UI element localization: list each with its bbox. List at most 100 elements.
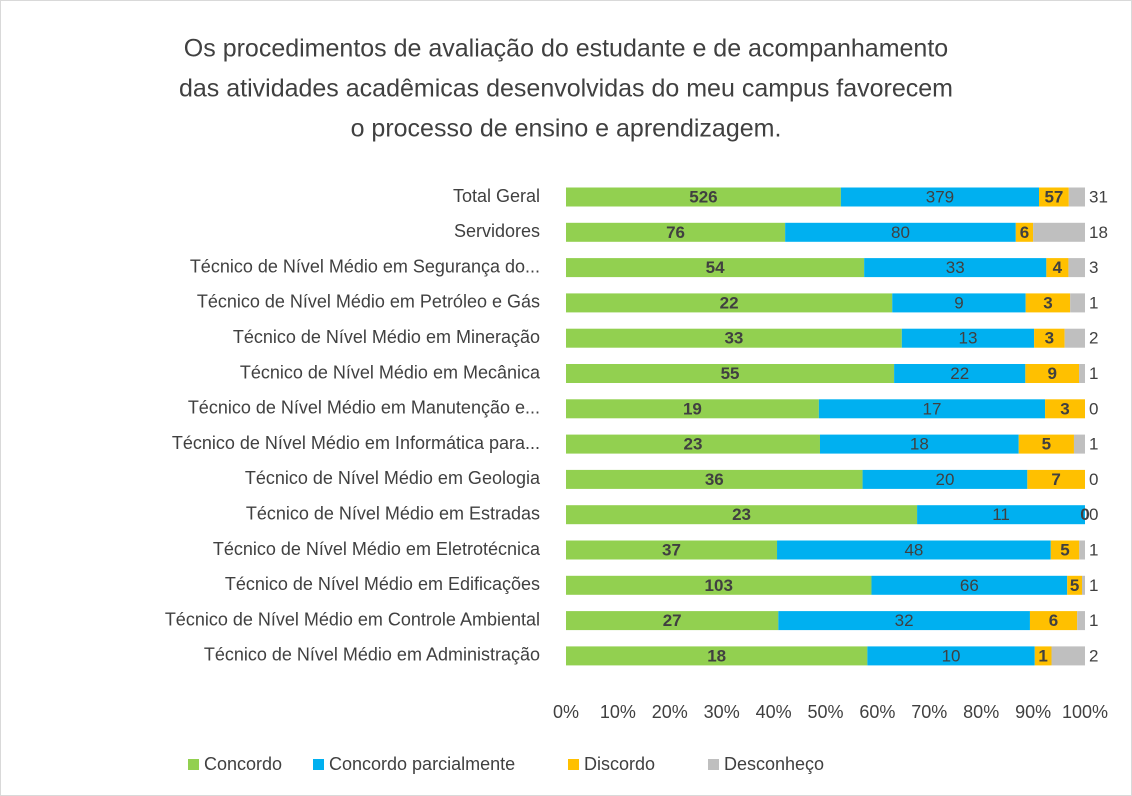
data-label: 5 bbox=[1060, 540, 1069, 559]
data-label: 33 bbox=[946, 258, 965, 277]
bar-segment bbox=[1050, 540, 1080, 560]
bar-segment bbox=[785, 222, 1016, 242]
bar-segment bbox=[1079, 540, 1085, 560]
x-tick-label: 90% bbox=[1015, 702, 1051, 722]
bar-segment bbox=[1051, 646, 1085, 666]
data-label: 10 bbox=[942, 646, 961, 665]
data-label: 2 bbox=[1089, 646, 1098, 665]
data-label: 0 bbox=[1089, 505, 1098, 524]
chart-title: o processo de ensino e aprendizagem. bbox=[351, 115, 782, 143]
x-tick-label: 20% bbox=[652, 702, 688, 722]
bar-segment bbox=[1073, 434, 1085, 454]
y-tick-label: Técnico de Nível Médio em Eletrotécnica bbox=[213, 539, 541, 559]
data-label: 18 bbox=[1089, 223, 1108, 242]
data-label: 76 bbox=[666, 223, 685, 242]
x-tick-label: 50% bbox=[807, 702, 843, 722]
bar-segment bbox=[566, 469, 863, 489]
y-tick-label: Técnico de Nível Médio em Informática pa… bbox=[172, 433, 540, 453]
data-label: 6 bbox=[1020, 223, 1029, 242]
bar-segment bbox=[1045, 399, 1085, 419]
data-label: 23 bbox=[684, 435, 703, 454]
data-label: 9 bbox=[1047, 364, 1056, 383]
bar-segment bbox=[566, 364, 895, 383]
y-tick-label: Técnico de Nível Médio em Edificações bbox=[225, 574, 540, 594]
data-label: 2 bbox=[1089, 329, 1098, 348]
data-label: 33 bbox=[724, 329, 743, 348]
data-label: 379 bbox=[926, 187, 954, 206]
data-label: 57 bbox=[1044, 187, 1063, 206]
bar-segment bbox=[819, 434, 1019, 454]
bar-segment bbox=[566, 222, 786, 242]
y-tick-label: Técnico de Nível Médio em Manutenção e..… bbox=[188, 398, 540, 418]
data-label: 22 bbox=[720, 293, 739, 312]
data-label: 23 bbox=[732, 505, 751, 524]
bar-segment bbox=[1025, 364, 1080, 383]
data-label: 66 bbox=[960, 576, 979, 595]
data-label: 0 bbox=[1080, 505, 1089, 524]
y-tick-label: Total Geral bbox=[453, 186, 540, 206]
data-label: 3 bbox=[1045, 329, 1054, 348]
x-tick-label: 10% bbox=[600, 702, 636, 722]
bar-segment bbox=[867, 646, 1035, 666]
bar-segment bbox=[566, 399, 819, 419]
bar-segment bbox=[818, 399, 1046, 419]
bar-segment bbox=[864, 258, 1047, 278]
data-label: 55 bbox=[721, 364, 740, 383]
bar-segment bbox=[862, 469, 1028, 489]
data-label: 6 bbox=[1049, 611, 1058, 630]
data-label: 1 bbox=[1089, 364, 1098, 383]
bar-segment bbox=[1067, 575, 1083, 595]
legend-swatch bbox=[708, 759, 719, 770]
bar-segment bbox=[1064, 328, 1085, 348]
data-label: 31 bbox=[1089, 187, 1108, 206]
x-tick-label: 70% bbox=[911, 702, 947, 722]
data-label: 18 bbox=[910, 435, 929, 454]
data-label: 1 bbox=[1089, 540, 1098, 559]
bar-segment bbox=[1015, 222, 1034, 242]
data-label: 7 bbox=[1051, 470, 1060, 489]
bar-segment bbox=[1046, 258, 1069, 278]
bar-segment bbox=[566, 575, 872, 595]
data-label: 3 bbox=[1089, 258, 1098, 277]
bar-segment bbox=[566, 505, 918, 525]
chart-title: das atividades acadêmicas desenvolvidas … bbox=[179, 75, 953, 103]
data-label: 526 bbox=[689, 187, 717, 206]
data-label: 5 bbox=[1070, 576, 1079, 595]
y-tick-label: Técnico de Nível Médio em Geologia bbox=[245, 468, 541, 488]
bar-segment bbox=[1033, 222, 1085, 242]
data-label: 37 bbox=[662, 540, 681, 559]
y-tick-label: Técnico de Nível Médio em Mineração bbox=[233, 327, 540, 347]
bar-segment bbox=[840, 187, 1040, 207]
data-label: 80 bbox=[891, 223, 910, 242]
data-label: 5 bbox=[1042, 435, 1051, 454]
x-tick-label: 40% bbox=[756, 702, 792, 722]
bar-segment bbox=[778, 611, 1030, 631]
data-label: 0 bbox=[1089, 470, 1098, 489]
legend-label: Concordo bbox=[204, 754, 282, 774]
data-label: 13 bbox=[959, 329, 978, 348]
y-tick-label: Técnico de Nível Médio em Administração bbox=[204, 645, 540, 665]
bar-segment bbox=[777, 540, 1051, 560]
bar-segment bbox=[1079, 364, 1085, 383]
x-tick-label: 80% bbox=[963, 702, 999, 722]
data-label: 1 bbox=[1089, 611, 1098, 630]
bar-segment bbox=[871, 575, 1068, 595]
data-label: 32 bbox=[895, 611, 914, 630]
y-tick-label: Técnico de Nível Médio em Segurança do..… bbox=[190, 256, 540, 276]
bar-segment bbox=[1025, 293, 1071, 313]
bar-segment bbox=[892, 293, 1026, 313]
data-label: 1 bbox=[1089, 435, 1098, 454]
bar-segment bbox=[566, 293, 893, 313]
data-label: 1 bbox=[1038, 646, 1047, 665]
legend-label: Desconheço bbox=[724, 754, 824, 774]
y-tick-label: Técnico de Nível Médio em Estradas bbox=[246, 503, 540, 523]
data-label: 103 bbox=[705, 576, 733, 595]
legend-swatch bbox=[313, 759, 324, 770]
bar-segment bbox=[1068, 187, 1085, 207]
y-tick-label: Técnico de Nível Médio em Controle Ambie… bbox=[165, 609, 540, 629]
bar-segment bbox=[1029, 611, 1078, 631]
data-label: 9 bbox=[954, 293, 963, 312]
data-label: 11 bbox=[992, 505, 1010, 524]
data-label: 1 bbox=[1089, 293, 1098, 312]
